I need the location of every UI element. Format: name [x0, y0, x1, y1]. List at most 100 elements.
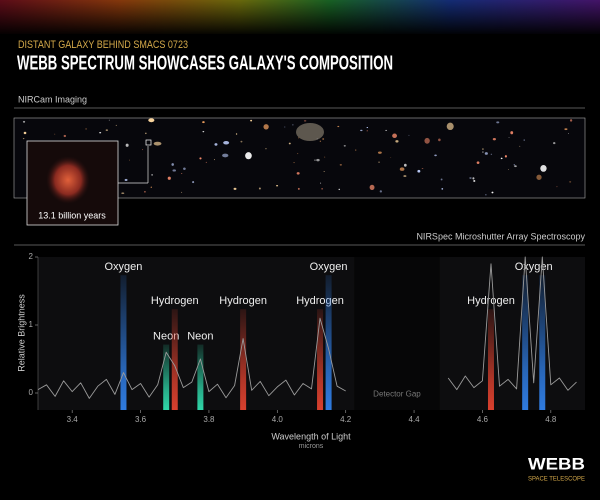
galaxy-dot: [421, 168, 424, 170]
x-tick-label: 4.0: [272, 415, 284, 424]
galaxy-dot: [222, 153, 229, 158]
galaxy-dot: [556, 186, 558, 188]
galaxy-dot: [441, 187, 444, 190]
x-tick-label: 4.2: [340, 415, 352, 424]
galaxy: [46, 156, 90, 204]
galaxy-dot: [438, 138, 441, 142]
emission-glow: [487, 309, 494, 410]
galaxy-dot: [99, 132, 102, 134]
galaxy-dot: [513, 164, 516, 166]
galaxy-dot: [233, 187, 237, 190]
galaxy-dot: [510, 131, 514, 135]
galaxy-dot: [446, 122, 454, 131]
galaxy-dot: [508, 137, 510, 138]
x-tick-label: 3.4: [67, 415, 79, 424]
galaxy-dot: [536, 174, 542, 180]
galaxy-dot: [377, 151, 382, 154]
galaxy-dot: [392, 133, 397, 139]
x-axis-label: Wavelength of Light: [271, 431, 351, 441]
galaxy-dot: [54, 133, 56, 135]
galaxy-dot: [298, 137, 300, 139]
y-axis-label: Relative Brightness: [16, 294, 26, 372]
emission-glow: [163, 344, 170, 410]
annotation: Oxygen: [105, 261, 143, 273]
galaxy-dot: [514, 165, 517, 168]
galaxy-dot: [385, 129, 388, 131]
galaxy-dot: [105, 129, 109, 131]
emission-glow: [522, 275, 529, 410]
galaxy-dot: [265, 148, 267, 150]
emission-glow: [325, 275, 332, 410]
glow: [296, 123, 324, 141]
emission-glow: [240, 309, 247, 410]
galaxy-dot: [366, 130, 368, 132]
x-tick-label: 4.8: [545, 415, 557, 424]
galaxy-dot: [167, 176, 171, 180]
galaxy-dot: [183, 167, 186, 171]
plot: Detector Gap 0 1 2 3.4 3.6 3.8 4.0 4.2 4.4 4.6 4.8 O…: [29, 252, 577, 424]
x-axis-unit: microns: [299, 443, 324, 450]
galaxy-dot: [202, 121, 205, 124]
emission-glow: [317, 309, 324, 410]
annotation: Oxygen: [310, 261, 348, 273]
galaxy-dot: [250, 119, 253, 122]
galaxy-dot: [293, 162, 295, 164]
galaxy-dot: [564, 128, 568, 131]
galaxy-dot: [124, 178, 128, 181]
galaxy-dot: [485, 194, 487, 196]
annotation: Hydrogen: [467, 295, 515, 307]
galaxy-dot: [369, 184, 375, 191]
galaxy-dot: [297, 187, 300, 190]
galaxy-dot: [316, 158, 320, 162]
galaxy-dot: [491, 191, 494, 194]
galaxy-dot: [319, 182, 322, 184]
galaxy-dot: [569, 181, 572, 183]
galaxy-dot: [338, 188, 341, 191]
galaxy-dot: [108, 119, 110, 121]
galaxy-dot: [316, 138, 318, 140]
galaxy-dot: [202, 131, 205, 133]
galaxy-dot: [235, 133, 238, 135]
x-tick-label: 3.8: [203, 415, 215, 424]
galaxy-dot: [469, 177, 472, 179]
galaxy-dot: [324, 156, 326, 158]
galaxy-dot: [172, 169, 176, 172]
galaxy-dot: [540, 165, 547, 172]
galaxy-dot: [481, 148, 484, 150]
band-fade: [0, 0, 600, 36]
logo: WEBB: [528, 454, 585, 473]
x-tick-label: 3.6: [135, 415, 147, 424]
annotation: Hydrogen: [219, 295, 267, 307]
galaxy-dot: [337, 125, 340, 128]
galaxy-dot: [23, 131, 27, 135]
galaxy-dot: [214, 143, 218, 146]
galaxy-dot: [321, 188, 324, 190]
imaging-label: NIRCam Imaging: [18, 94, 87, 104]
galaxy-dot: [245, 152, 252, 160]
galaxy-dot: [541, 169, 543, 171]
galaxy-dot: [323, 170, 325, 172]
galaxy-dot: [303, 120, 307, 122]
galaxy-dot: [504, 155, 507, 158]
galaxy-dot: [223, 140, 230, 145]
galaxy-dot: [192, 181, 195, 184]
galaxy-dot: [297, 153, 299, 155]
galaxy-dot: [366, 126, 369, 129]
y-tick-label: 0: [29, 388, 34, 397]
x-tick-label: 4.4: [409, 415, 421, 424]
galaxy-dot: [473, 180, 476, 182]
annotation: Neon: [187, 330, 213, 342]
target-box: [145, 139, 152, 146]
galaxy-dot: [322, 138, 325, 140]
y-tick-label: 1: [29, 320, 34, 329]
galaxy-dot: [63, 134, 67, 138]
galaxy-dot: [440, 178, 443, 181]
galaxy-dot: [508, 169, 510, 170]
galaxy-dot: [490, 153, 493, 155]
y-tick-label: 2: [29, 252, 34, 261]
title: WEBB SPECTRUM SHOWCASES GALAXY'S COMPOSI…: [17, 52, 393, 74]
galaxy-dot: [22, 138, 25, 140]
galaxy-dot: [343, 145, 346, 147]
galaxy-dot: [181, 191, 183, 193]
